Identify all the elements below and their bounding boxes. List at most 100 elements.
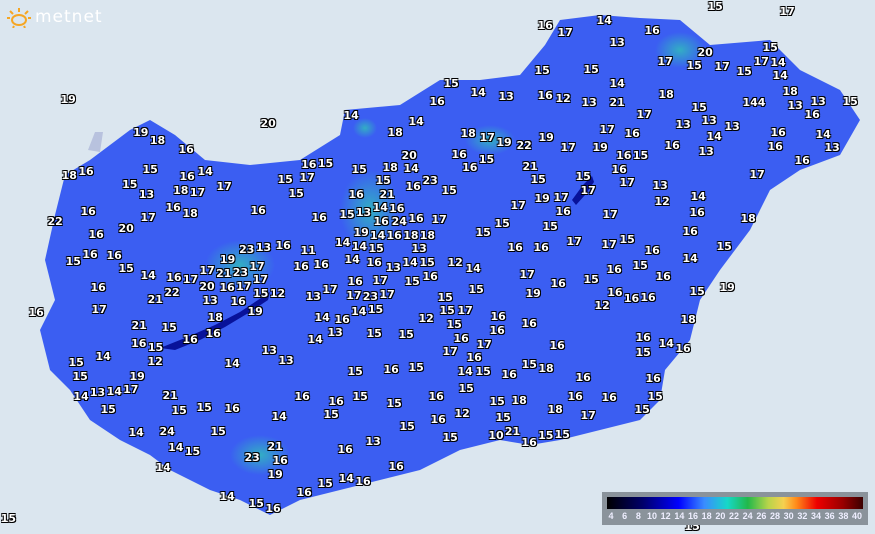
temperature-label: 17 xyxy=(602,208,618,221)
temperature-label: 13 xyxy=(498,90,514,103)
temperature-label: 13 xyxy=(810,94,826,108)
temperature-label: 17 xyxy=(553,191,569,205)
temperature-label: 16 xyxy=(533,241,549,254)
temperature-label: 15 xyxy=(439,304,455,318)
temperature-label: 17 xyxy=(457,304,473,318)
lake-balaton xyxy=(160,292,270,350)
temperature-label: 16 xyxy=(337,443,353,456)
temperature-label: 19 xyxy=(534,192,550,205)
hungary-land xyxy=(40,15,860,515)
temperature-label: 21 xyxy=(522,159,538,173)
temperature-label: 16 xyxy=(767,139,783,153)
temperature-label: 17 xyxy=(599,123,615,136)
temperature-label: 15 xyxy=(367,303,384,317)
warm-areas xyxy=(205,32,705,475)
temperature-label: 15 xyxy=(634,403,650,417)
legend-tick-label: 20 xyxy=(715,511,726,521)
temperature-label: 15 xyxy=(635,346,651,359)
temperature-label: 18 xyxy=(658,88,674,101)
temperature-label: 16 xyxy=(644,244,660,257)
temperature-label: 17 xyxy=(619,176,635,190)
legend-tick-label: 18 xyxy=(701,511,712,521)
temperature-label: 15 xyxy=(147,341,164,355)
temperature-label: 15 xyxy=(248,497,264,510)
temperature-label: 17 xyxy=(519,268,535,281)
temperature-label: 14 xyxy=(343,109,359,122)
temperature-label: 16 xyxy=(537,89,553,102)
temperature-label: 15 xyxy=(534,64,550,77)
temperature-label: 15 xyxy=(210,425,226,438)
temperature-label: 19 xyxy=(525,287,541,300)
temperature-label: 12 xyxy=(418,312,434,325)
temperature-label: 15 xyxy=(619,233,635,246)
temperature-label: 20 xyxy=(260,117,276,130)
temperature-label: 15 xyxy=(399,420,415,433)
temperature-label: 13 xyxy=(675,118,691,131)
temperature-label: 21 xyxy=(131,319,147,332)
legend-tick-label: 8 xyxy=(635,511,641,521)
temperature-label: 14 xyxy=(338,472,354,485)
temperature-label: 14 xyxy=(271,410,287,423)
temperature-label: 13 xyxy=(305,290,321,303)
legend-tick-label: 16 xyxy=(687,511,699,521)
temperature-label: 13 xyxy=(202,293,218,307)
temperature-label: 17 xyxy=(182,273,199,286)
temperature-label: 14 xyxy=(95,350,111,363)
temperature-label: 16 xyxy=(555,204,571,218)
legend-tick-label: 34 xyxy=(810,511,822,521)
metnet-logo[interactable]: metnet xyxy=(6,6,103,28)
temperature-label: 13 xyxy=(411,242,427,256)
temperature-label: 16 xyxy=(616,149,632,163)
temperature-label: 14 xyxy=(106,385,122,398)
temperature-label: 12 xyxy=(654,195,670,208)
temperature-label: 15 xyxy=(122,178,138,191)
temperature-label: 14 xyxy=(314,311,330,324)
temperature-label: 18 xyxy=(740,212,756,225)
temperature-label: 15 xyxy=(118,262,134,276)
temperature-label: 19 xyxy=(267,467,283,481)
temperature-label: 23 xyxy=(232,266,249,280)
temperature-label: 18 xyxy=(382,160,398,174)
temperature-label: 17 xyxy=(714,60,730,73)
temperature-label: 22 xyxy=(47,215,63,228)
temperature-label: 15 xyxy=(352,390,368,403)
temperature-label: 15 xyxy=(277,173,293,187)
temperature-label: 15 xyxy=(65,255,81,268)
temperature-label: 14 xyxy=(403,162,419,176)
temperature-label: 15 xyxy=(686,59,702,73)
temperature-label: 15 xyxy=(538,429,554,442)
temperature-label: 15 xyxy=(404,275,420,288)
temperature-label: 16 xyxy=(675,342,691,355)
temperature-label: 17 xyxy=(557,26,573,39)
legend-tick-label: 6 xyxy=(622,511,628,521)
temperature-label: 22 xyxy=(516,139,532,152)
temperature-label: 14 xyxy=(128,426,144,439)
temperature-label: 17 xyxy=(346,288,362,302)
temperature-label: 15 xyxy=(494,217,510,230)
temperature-label: 15 xyxy=(142,163,158,176)
temperature-label: 16 xyxy=(664,139,680,152)
temperature-label: 15 xyxy=(386,397,402,410)
temperature-label: 17 xyxy=(372,274,388,288)
temperature-label: 17 xyxy=(189,186,206,199)
temperature-label: 18 xyxy=(782,85,798,99)
temperature-label: 16 xyxy=(82,248,98,261)
temperature-label: 16 xyxy=(296,486,312,499)
temperature-label: 12 xyxy=(147,354,163,368)
temperature-label: 21 xyxy=(379,187,395,201)
temperature-label: 16 xyxy=(275,239,291,252)
temperature-label: 14 xyxy=(155,461,171,474)
temperature-label: 16 xyxy=(655,270,671,283)
temperature-label: 16 xyxy=(388,460,404,473)
temperature-label: 23 xyxy=(244,451,260,464)
temperature-label: 16 xyxy=(521,436,537,449)
legend-tick-label: 22 xyxy=(728,511,740,521)
temperature-label: 14 xyxy=(73,390,89,403)
temperature-label: 14 xyxy=(658,337,674,350)
temperature-label: 10 xyxy=(488,429,504,442)
temperature-label: 17 xyxy=(91,303,107,316)
temperature-label: 15 xyxy=(632,149,649,162)
temperature-label: 15 xyxy=(583,273,599,286)
temperature-label: 21 xyxy=(504,424,521,438)
